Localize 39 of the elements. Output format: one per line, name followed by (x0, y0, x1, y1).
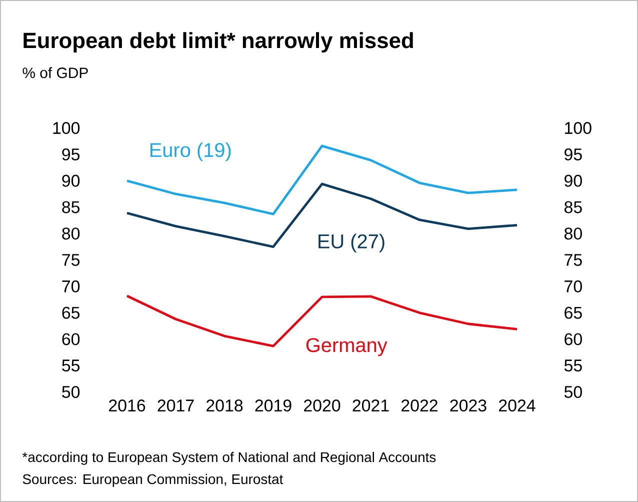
series-label: EU (27) (318, 234, 384, 252)
y-tick-label: 100 (53, 122, 80, 134)
y2-tick-label: 70 (564, 280, 582, 292)
y-tick-label: 70 (62, 280, 80, 292)
y2-tick-label: 85 (564, 201, 582, 214)
y-tick-label: 85 (62, 201, 80, 214)
chart-subtitle: % of GDP (22, 67, 88, 78)
y-tick-label: 60 (62, 333, 80, 346)
y2-tick-label: 80 (564, 228, 582, 240)
y-tick-label: 80 (62, 228, 80, 240)
x-tick-label: 2023 (450, 400, 486, 412)
y-tick-label: 55 (62, 360, 80, 372)
y2-tick-label: 65 (564, 306, 582, 319)
y2-tick-label: 50 (564, 386, 582, 398)
y2-tick-label: 60 (564, 333, 582, 346)
source-note: Sources: European Commission, Eurostat (22, 474, 284, 487)
x-tick-label: 2020 (304, 400, 340, 412)
y-tick-label: 90 (62, 174, 80, 187)
x-tick-label: 2016 (109, 400, 146, 412)
x-tick-label: 2019 (255, 400, 292, 412)
y-tick-label: 75 (62, 254, 80, 266)
line-series (126, 144, 518, 216)
x-tick-label: 2024 (499, 400, 536, 412)
y2-tick-label: 95 (564, 148, 582, 160)
y-tick-label: 65 (62, 306, 80, 319)
y2-tick-label: 100 (565, 122, 592, 134)
series-label: Germany (306, 338, 388, 356)
chart-title: European debt limit* narrowly missed (24, 32, 413, 53)
y2-tick-label: 90 (564, 174, 582, 187)
x-tick-label: 2021 (352, 400, 389, 412)
y-tick-label: 95 (62, 148, 80, 160)
y-tick-label: 50 (62, 386, 80, 398)
x-tick-label: 2018 (206, 400, 243, 412)
x-tick-label: 2022 (402, 400, 438, 412)
x-tick-label: 2017 (158, 400, 194, 412)
y2-tick-label: 75 (564, 254, 582, 266)
series-label: Euro (19) (150, 142, 231, 162)
text: *according to European System of National and Regional Accounts (22, 452, 436, 465)
y2-tick-label: 55 (564, 360, 582, 372)
